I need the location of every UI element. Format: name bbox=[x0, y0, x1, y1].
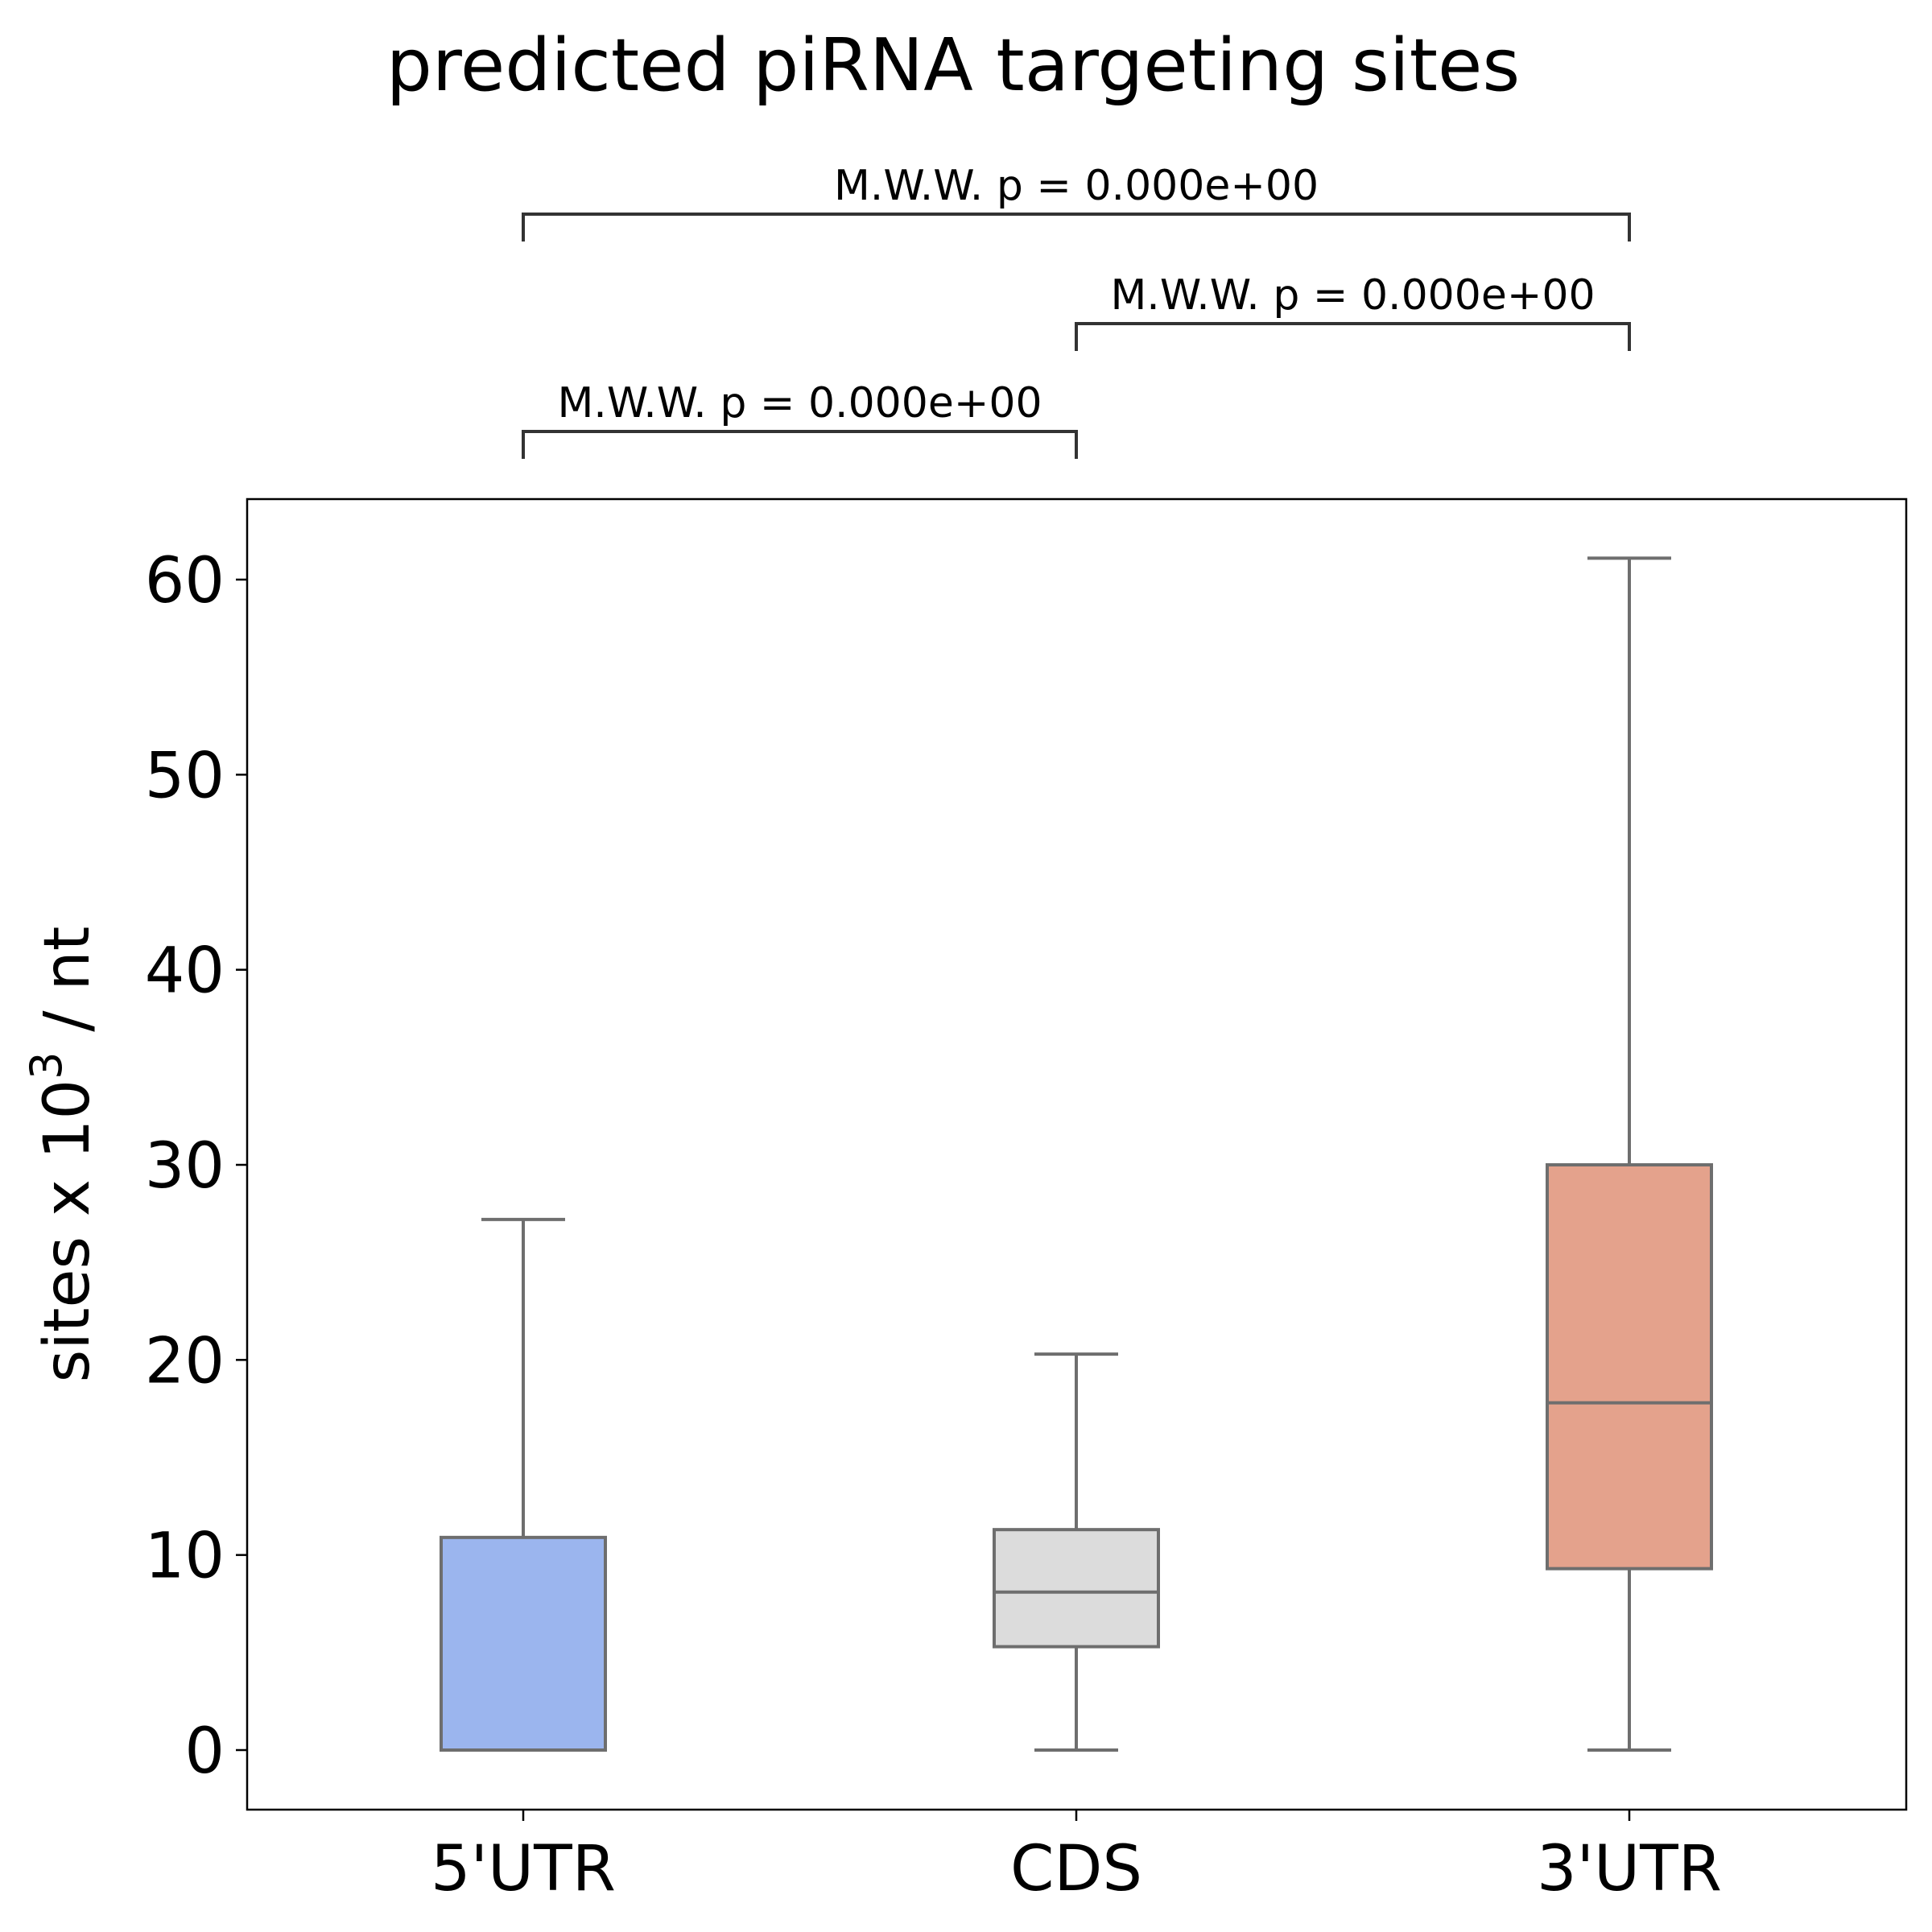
annotation-bracket: M.W.W. p = 0.000e+00 bbox=[522, 379, 1078, 459]
significance-annotations: M.W.W. p = 0.000e+00 M.W.W. p = 0.000e+00… bbox=[522, 162, 1631, 459]
box-iqr bbox=[993, 1528, 1160, 1649]
box-CDS bbox=[993, 1352, 1160, 1752]
boxes-layer bbox=[440, 556, 1713, 1752]
x-tick-label: 3'UTR bbox=[1537, 1833, 1722, 1905]
bracket-line bbox=[1075, 322, 1631, 351]
annotation-bracket: M.W.W. p = 0.000e+00 bbox=[1075, 271, 1631, 351]
bracket-line bbox=[522, 430, 1078, 459]
y-tick-label: 60 bbox=[145, 545, 225, 617]
box-3'UTR bbox=[1546, 556, 1713, 1752]
annotation-bracket: M.W.W. p = 0.000e+00 bbox=[522, 162, 1631, 242]
annotation-label: M.W.W. p = 0.000e+00 bbox=[834, 162, 1319, 210]
y-axis-label-suffix: / nt bbox=[31, 927, 104, 1052]
y-tick-label: 20 bbox=[145, 1325, 225, 1397]
x-tick-label: CDS bbox=[1010, 1833, 1142, 1905]
x-axis: 5'UTR CDS 3'UTR bbox=[431, 1810, 1722, 1905]
box-iqr bbox=[440, 1535, 607, 1752]
chart-title: predicted piRNA targeting sites bbox=[386, 23, 1521, 108]
y-tick-label: 40 bbox=[145, 935, 225, 1008]
box-iqr bbox=[1546, 1163, 1713, 1571]
y-axis: 0 10 20 30 40 50 60 bbox=[145, 545, 247, 1788]
x-tick-label: 5'UTR bbox=[431, 1833, 616, 1905]
bracket-line bbox=[522, 213, 1631, 242]
box-5'UTR bbox=[440, 1217, 607, 1752]
y-axis-label-main: sites x 10 bbox=[31, 1080, 104, 1383]
annotation-label: M.W.W. p = 0.000e+00 bbox=[1110, 271, 1595, 320]
y-tick-label: 50 bbox=[145, 740, 225, 812]
y-tick-label: 0 bbox=[184, 1715, 225, 1788]
y-axis-label-superscript: 3 bbox=[21, 1052, 72, 1080]
annotation-label: M.W.W. p = 0.000e+00 bbox=[557, 379, 1042, 427]
y-tick-label: 10 bbox=[145, 1521, 225, 1593]
y-tick-label: 30 bbox=[145, 1130, 225, 1203]
y-axis-label: sites x 103 / nt bbox=[21, 927, 104, 1383]
